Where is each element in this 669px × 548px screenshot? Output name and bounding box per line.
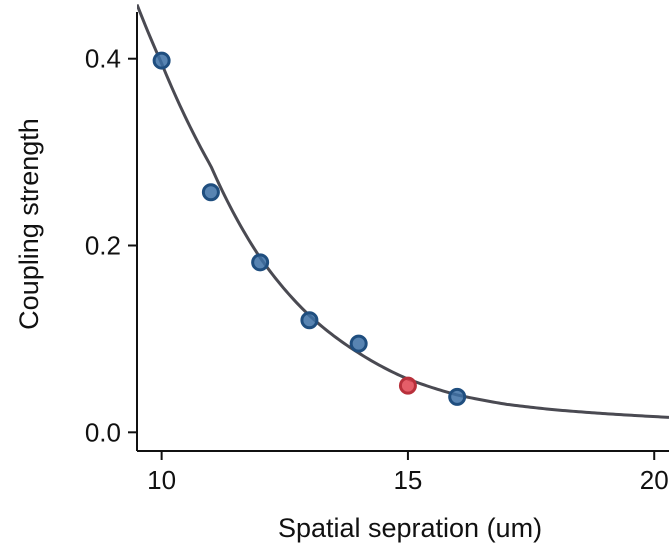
x-axis-title: Spatial sepration (um) (278, 513, 542, 543)
data-point (300, 311, 319, 330)
y-tick-label: 0.0 (85, 417, 121, 447)
x-tick-label: 15 (393, 465, 422, 495)
data-point (152, 51, 171, 70)
data-points-layer (152, 51, 467, 406)
ticks-layer: 10 15 20 0.0 0.2 0.4 (85, 44, 669, 495)
x-tick-label: 10 (147, 465, 176, 495)
data-point (448, 387, 467, 406)
fit-curve (137, 3, 669, 419)
highlighted-data-point (398, 376, 417, 395)
y-tick-label: 0.4 (85, 44, 121, 74)
y-axis-title: Coupling strength (14, 118, 44, 330)
fit-curve-layer (137, 3, 669, 419)
x-tick-label: 20 (640, 465, 669, 495)
data-point (349, 334, 368, 353)
data-point (201, 183, 220, 202)
axes (136, 12, 669, 452)
y-tick-label: 0.2 (85, 231, 121, 261)
data-point (251, 253, 270, 272)
